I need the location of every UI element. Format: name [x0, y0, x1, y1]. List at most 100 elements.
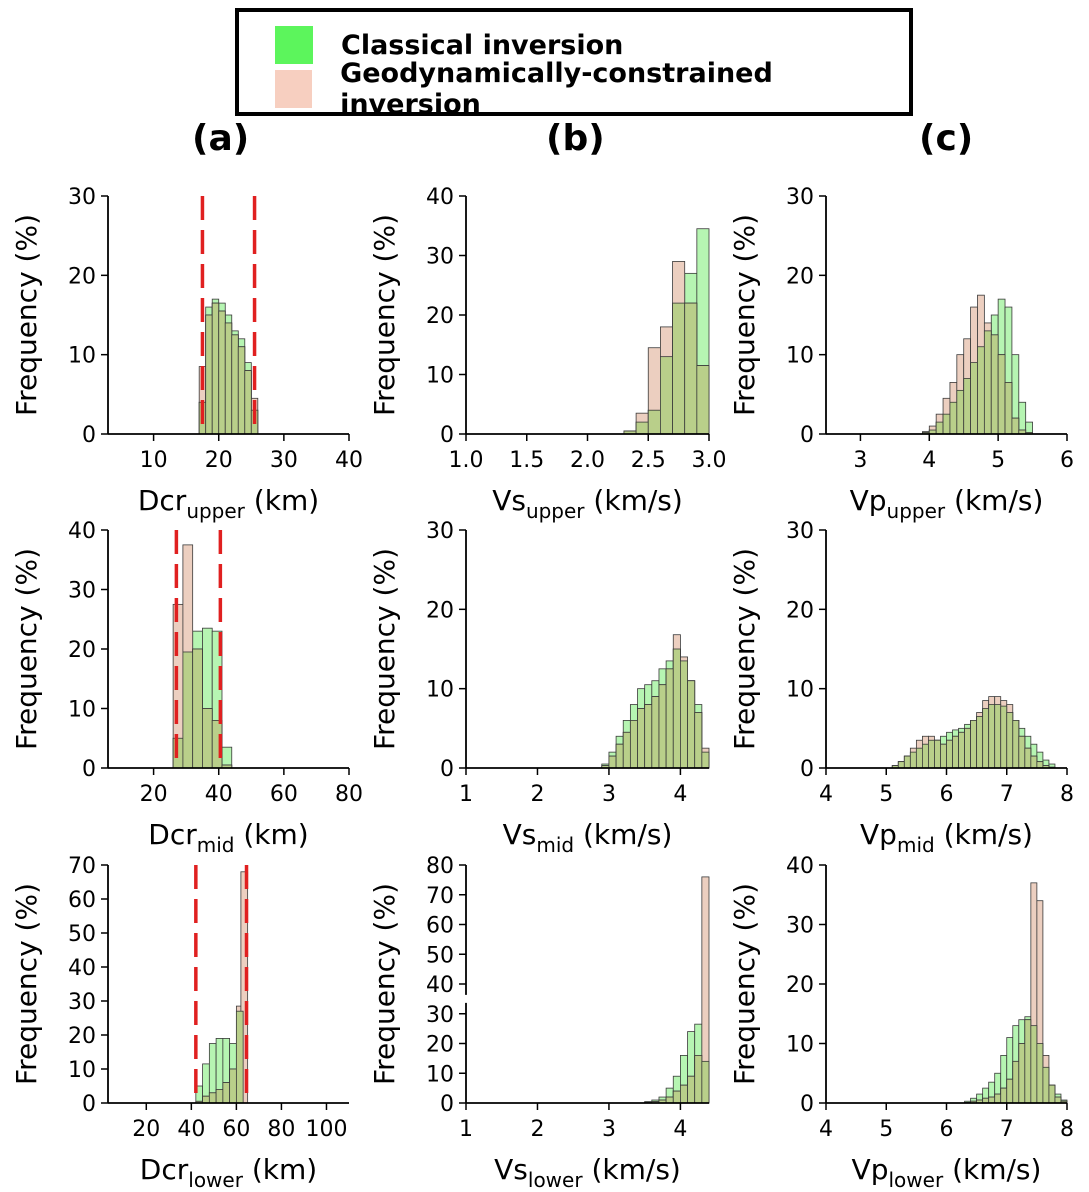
x-tick-label: 10: [140, 448, 168, 473]
y-tick-label: 10: [68, 344, 96, 369]
y-tick-label: 10: [426, 678, 454, 703]
y-axis-label: Frequency (%): [10, 883, 43, 1085]
y-tick-label: 30: [426, 245, 454, 270]
x-tick-label: 3: [602, 782, 616, 807]
panel-label-b: (b): [546, 118, 605, 159]
y-tick-label: 20: [786, 598, 814, 623]
bar-overlap: [231, 334, 239, 435]
x-axis-label: Vpupper (km/s): [850, 484, 1044, 523]
bar-overlap: [1012, 720, 1020, 769]
bar-overlap: [1006, 712, 1014, 769]
bar-overlap: [684, 302, 698, 435]
legend-swatch-classical: [275, 26, 313, 64]
y-tick-label: 40: [426, 973, 454, 998]
x-label-unit: (km): [243, 1153, 317, 1186]
x-label-sub: lower: [888, 1168, 943, 1192]
bar-overlap: [696, 365, 710, 435]
x-axis-label: Vsmid (km/s): [503, 818, 673, 857]
y-tick-label: 30: [426, 1003, 454, 1028]
bar-overlap: [222, 1082, 231, 1104]
y-tick-label: 0: [440, 757, 454, 782]
x-label-main: Vs: [503, 818, 537, 851]
y-tick-label: 0: [800, 1092, 814, 1117]
bar-overlap: [701, 751, 710, 769]
y-axis-label: Frequency (%): [10, 214, 43, 416]
y-tick-label: 10: [426, 364, 454, 389]
bar-overlap: [229, 1068, 237, 1104]
x-tick-label: 1.0: [449, 448, 484, 473]
x-tick-label: 7: [1000, 1117, 1014, 1142]
y-tick-label: 10: [786, 678, 814, 703]
bar-overlap: [994, 1093, 1002, 1104]
x-tick-label: 3: [853, 448, 867, 473]
bar-overlap: [665, 668, 674, 769]
chart-vp-upper: 0 10 20 30 3 4 5 6 Frequency (%) Vpupper (km/s): [728, 185, 1074, 523]
chart-vs-upper: 0 10 20 30 40 1.0 1.5 2.0 2.5 3.0 Frequency (%) Vsu…: [368, 185, 727, 523]
legend-swatch-geodynamic: [275, 70, 313, 108]
bar-overlap: [608, 755, 617, 769]
x-label-unit: (km): [245, 484, 319, 517]
y-axis-label: Frequency (%): [368, 883, 401, 1085]
bar-overlap: [952, 735, 959, 769]
bar-overlap: [687, 680, 696, 769]
x-tick-label: 3: [602, 1117, 616, 1142]
x-axis-label: Vsupper (km/s): [492, 484, 683, 523]
bar-overlap: [956, 389, 965, 435]
bar-overlap: [629, 720, 638, 769]
y-axis-label: Frequency (%): [728, 548, 761, 750]
y-tick-label: 30: [68, 579, 96, 604]
y-tick-label: 30: [68, 990, 96, 1015]
chart-dcr-lower: 0 10 20 30 40 50 60 70 20 40 60 80 100 Frequency (%) D…: [10, 854, 349, 1192]
bar-overlap: [1042, 1066, 1050, 1104]
bar-overlap: [235, 1010, 244, 1104]
y-tick-label: 20: [786, 264, 814, 289]
bar-overlap: [1000, 1087, 1008, 1104]
bar-overlap: [672, 302, 686, 435]
y-tick-label: 40: [68, 519, 96, 544]
x-tick-label: 4: [673, 782, 687, 807]
x-tick-label: 6: [1060, 448, 1074, 473]
bar-overlap: [942, 413, 951, 435]
bar-overlap: [651, 696, 660, 769]
chart-dcr-mid: 0 10 20 30 40 20 40 60 80 Frequency (%) Dcrmid (km…: [10, 519, 363, 857]
y-tick-label: 60: [68, 888, 96, 913]
bar-overlap: [949, 401, 958, 435]
bar-overlap: [660, 356, 673, 435]
x-label-unit: (km/s): [585, 484, 683, 517]
y-tick-label: 40: [786, 854, 814, 879]
bar-overlap: [1011, 417, 1020, 435]
bar-overlap: [994, 704, 1002, 769]
bar-overlap: [976, 716, 984, 769]
x-tick-label: 7: [1000, 782, 1014, 807]
bar-overlap: [1018, 735, 1026, 769]
y-tick-label: 30: [68, 185, 96, 210]
x-label-main: Vp: [860, 818, 897, 851]
bar-overlap: [202, 1095, 210, 1104]
x-label-unit: (km/s): [943, 1153, 1041, 1186]
x-label-sub: upper: [186, 499, 245, 523]
x-label-sub: upper: [526, 499, 585, 523]
bar-overlap: [658, 684, 667, 769]
x-label-main: Vp: [850, 484, 887, 517]
legend: Classical inversion Geodynamically-const…: [235, 8, 913, 120]
x-label-unit: (km/s): [935, 818, 1033, 851]
y-tick-label: 20: [68, 264, 96, 289]
bar-overlap: [903, 755, 911, 769]
bar-overlap: [970, 720, 978, 769]
bar-overlap: [963, 378, 972, 435]
x-label-sub: mid: [197, 833, 235, 857]
y-tick-label: 10: [68, 698, 96, 723]
x-label-sub: mid: [897, 833, 935, 857]
bar-overlap: [680, 660, 688, 769]
y-tick-label: 0: [440, 423, 454, 448]
y-tick-label: 30: [786, 914, 814, 939]
x-tick-label: 40: [177, 1117, 205, 1142]
x-label-sub: mid: [536, 833, 574, 857]
bar-overlap: [935, 421, 944, 435]
bar-overlap: [1030, 1025, 1038, 1104]
x-tick-label: 8: [1060, 1117, 1074, 1142]
y-axis-label: Frequency (%): [728, 883, 761, 1085]
y-tick-label: 10: [68, 1058, 96, 1083]
bar-overlap: [1018, 1043, 1026, 1104]
x-tick-label: 5: [991, 448, 1005, 473]
